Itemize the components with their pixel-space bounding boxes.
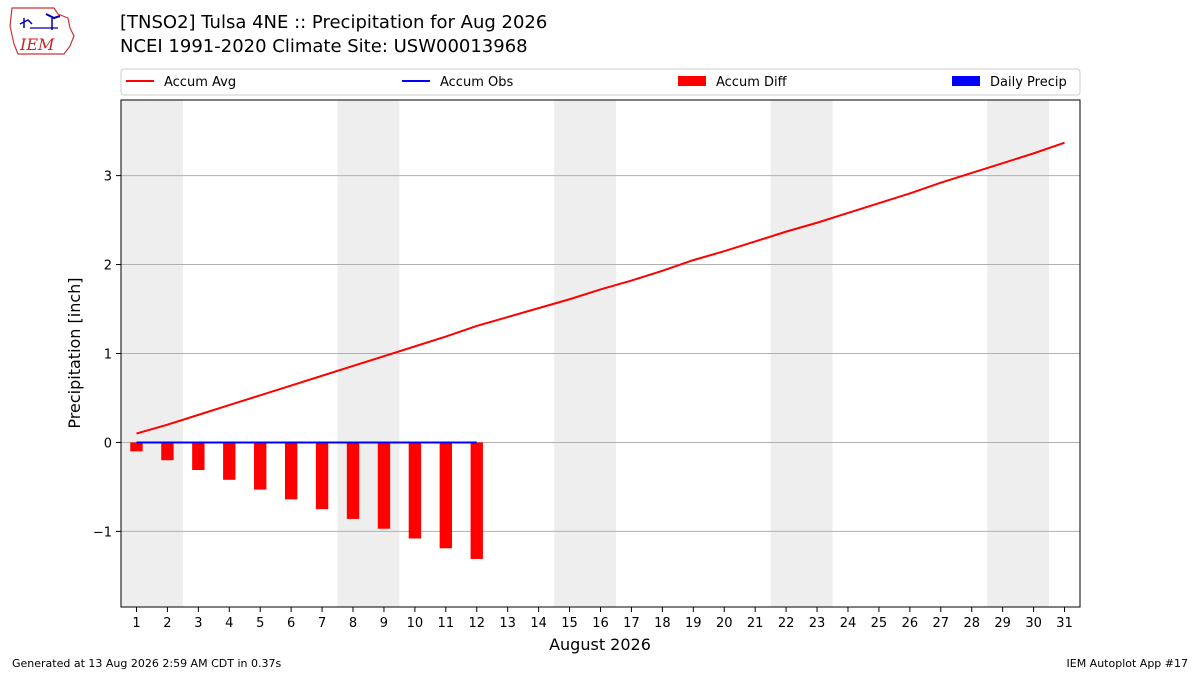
accum-diff-bar (223, 442, 236, 480)
y-axis-ticks: −1 0 1 2 3 (93, 170, 121, 540)
x-tick-label: 11 (438, 616, 455, 631)
x-tick-label: 1 (132, 616, 140, 631)
x-tick-label: 5 (256, 616, 264, 631)
x-tick-label: 29 (994, 616, 1011, 631)
y-tick-label: 2 (104, 259, 112, 274)
x-tick-label: 7 (318, 616, 326, 631)
y-tick-label: −1 (93, 525, 112, 540)
x-tick-label: 16 (592, 616, 609, 631)
x-tick-label: 9 (380, 616, 388, 631)
x-tick-label: 21 (747, 616, 764, 631)
accum-diff-bar (315, 442, 329, 510)
x-tick-label: 31 (1056, 616, 1073, 631)
legend-frame (120, 68, 1081, 96)
x-tick-label: 8 (349, 616, 357, 631)
accum-diff-bars (130, 442, 483, 559)
x-tick-label: 6 (287, 616, 295, 631)
series-lines (136, 141, 1065, 444)
accum-diff-bar (161, 442, 174, 461)
accum-diff-bar (439, 442, 453, 549)
generated-timestamp: Generated at 13 Aug 2026 2:59 AM CDT in … (12, 657, 282, 670)
legend-label: Accum Avg (164, 75, 236, 90)
x-tick-label: 15 (561, 616, 578, 631)
accum-diff-bar (254, 442, 267, 490)
x-axis-label: August 2026 (549, 635, 651, 654)
x-tick-label: 10 (407, 616, 424, 631)
accum-diff-bar (192, 442, 205, 471)
chart-title: [TNSO2] Tulsa 4NE :: Precipitation for A… (120, 12, 548, 33)
y-tick-label: 3 (104, 170, 112, 185)
accum-diff-bar (377, 442, 391, 529)
y-tick-label: 0 (104, 436, 112, 451)
x-tick-label: 22 (778, 616, 795, 631)
x-tick-label: 17 (623, 616, 640, 631)
legend: Accum Avg Accum Obs Accum Diff Daily Precip (120, 68, 1081, 96)
legend-label: Daily Precip (990, 75, 1067, 90)
legend-patch-marker (952, 76, 980, 86)
x-axis-ticks: 1 2 3 4 5 6 7 8 9 10 11 12 13 14 15 16 17 18 19 20 21 22 23 24 2… (132, 607, 1073, 631)
x-tick-label: 20 (716, 616, 733, 631)
y-tick-label: 1 (104, 348, 112, 363)
chart-subtitle: NCEI 1991-2020 Climate Site: USW00013968 (120, 36, 528, 57)
accum-diff-bar (284, 442, 298, 500)
x-tick-label: 4 (225, 616, 233, 631)
x-tick-label: 28 (963, 616, 980, 631)
accum-diff-bar (470, 442, 483, 559)
x-tick-label: 23 (809, 616, 826, 631)
x-tick-label: 30 (1025, 616, 1042, 631)
x-tick-label: 12 (468, 616, 485, 631)
app-credit: IEM Autoplot App #17 (1066, 657, 1189, 670)
iem-logo: IEM (9, 7, 75, 55)
x-tick-label: 24 (840, 616, 857, 631)
accum-diff-bar (130, 442, 143, 452)
y-axis-label: Precipitation [inch] (65, 277, 84, 428)
accum-diff-bar (346, 442, 360, 519)
x-tick-label: 14 (530, 616, 547, 631)
legend-label: Accum Diff (716, 75, 788, 90)
x-tick-label: 26 (902, 616, 919, 631)
legend-label: Accum Obs (440, 75, 513, 90)
accum-diff-bar (408, 442, 422, 539)
legend-patch-marker (678, 76, 706, 86)
x-tick-label: 18 (654, 616, 671, 631)
logo-text: IEM (19, 35, 55, 54)
x-tick-label: 19 (685, 616, 702, 631)
x-tick-label: 25 (871, 616, 888, 631)
x-tick-label: 3 (194, 616, 202, 631)
x-tick-label: 13 (499, 616, 516, 631)
x-tick-label: 2 (163, 616, 171, 631)
accum-avg-line (136, 141, 1065, 435)
x-tick-label: 27 (933, 616, 950, 631)
